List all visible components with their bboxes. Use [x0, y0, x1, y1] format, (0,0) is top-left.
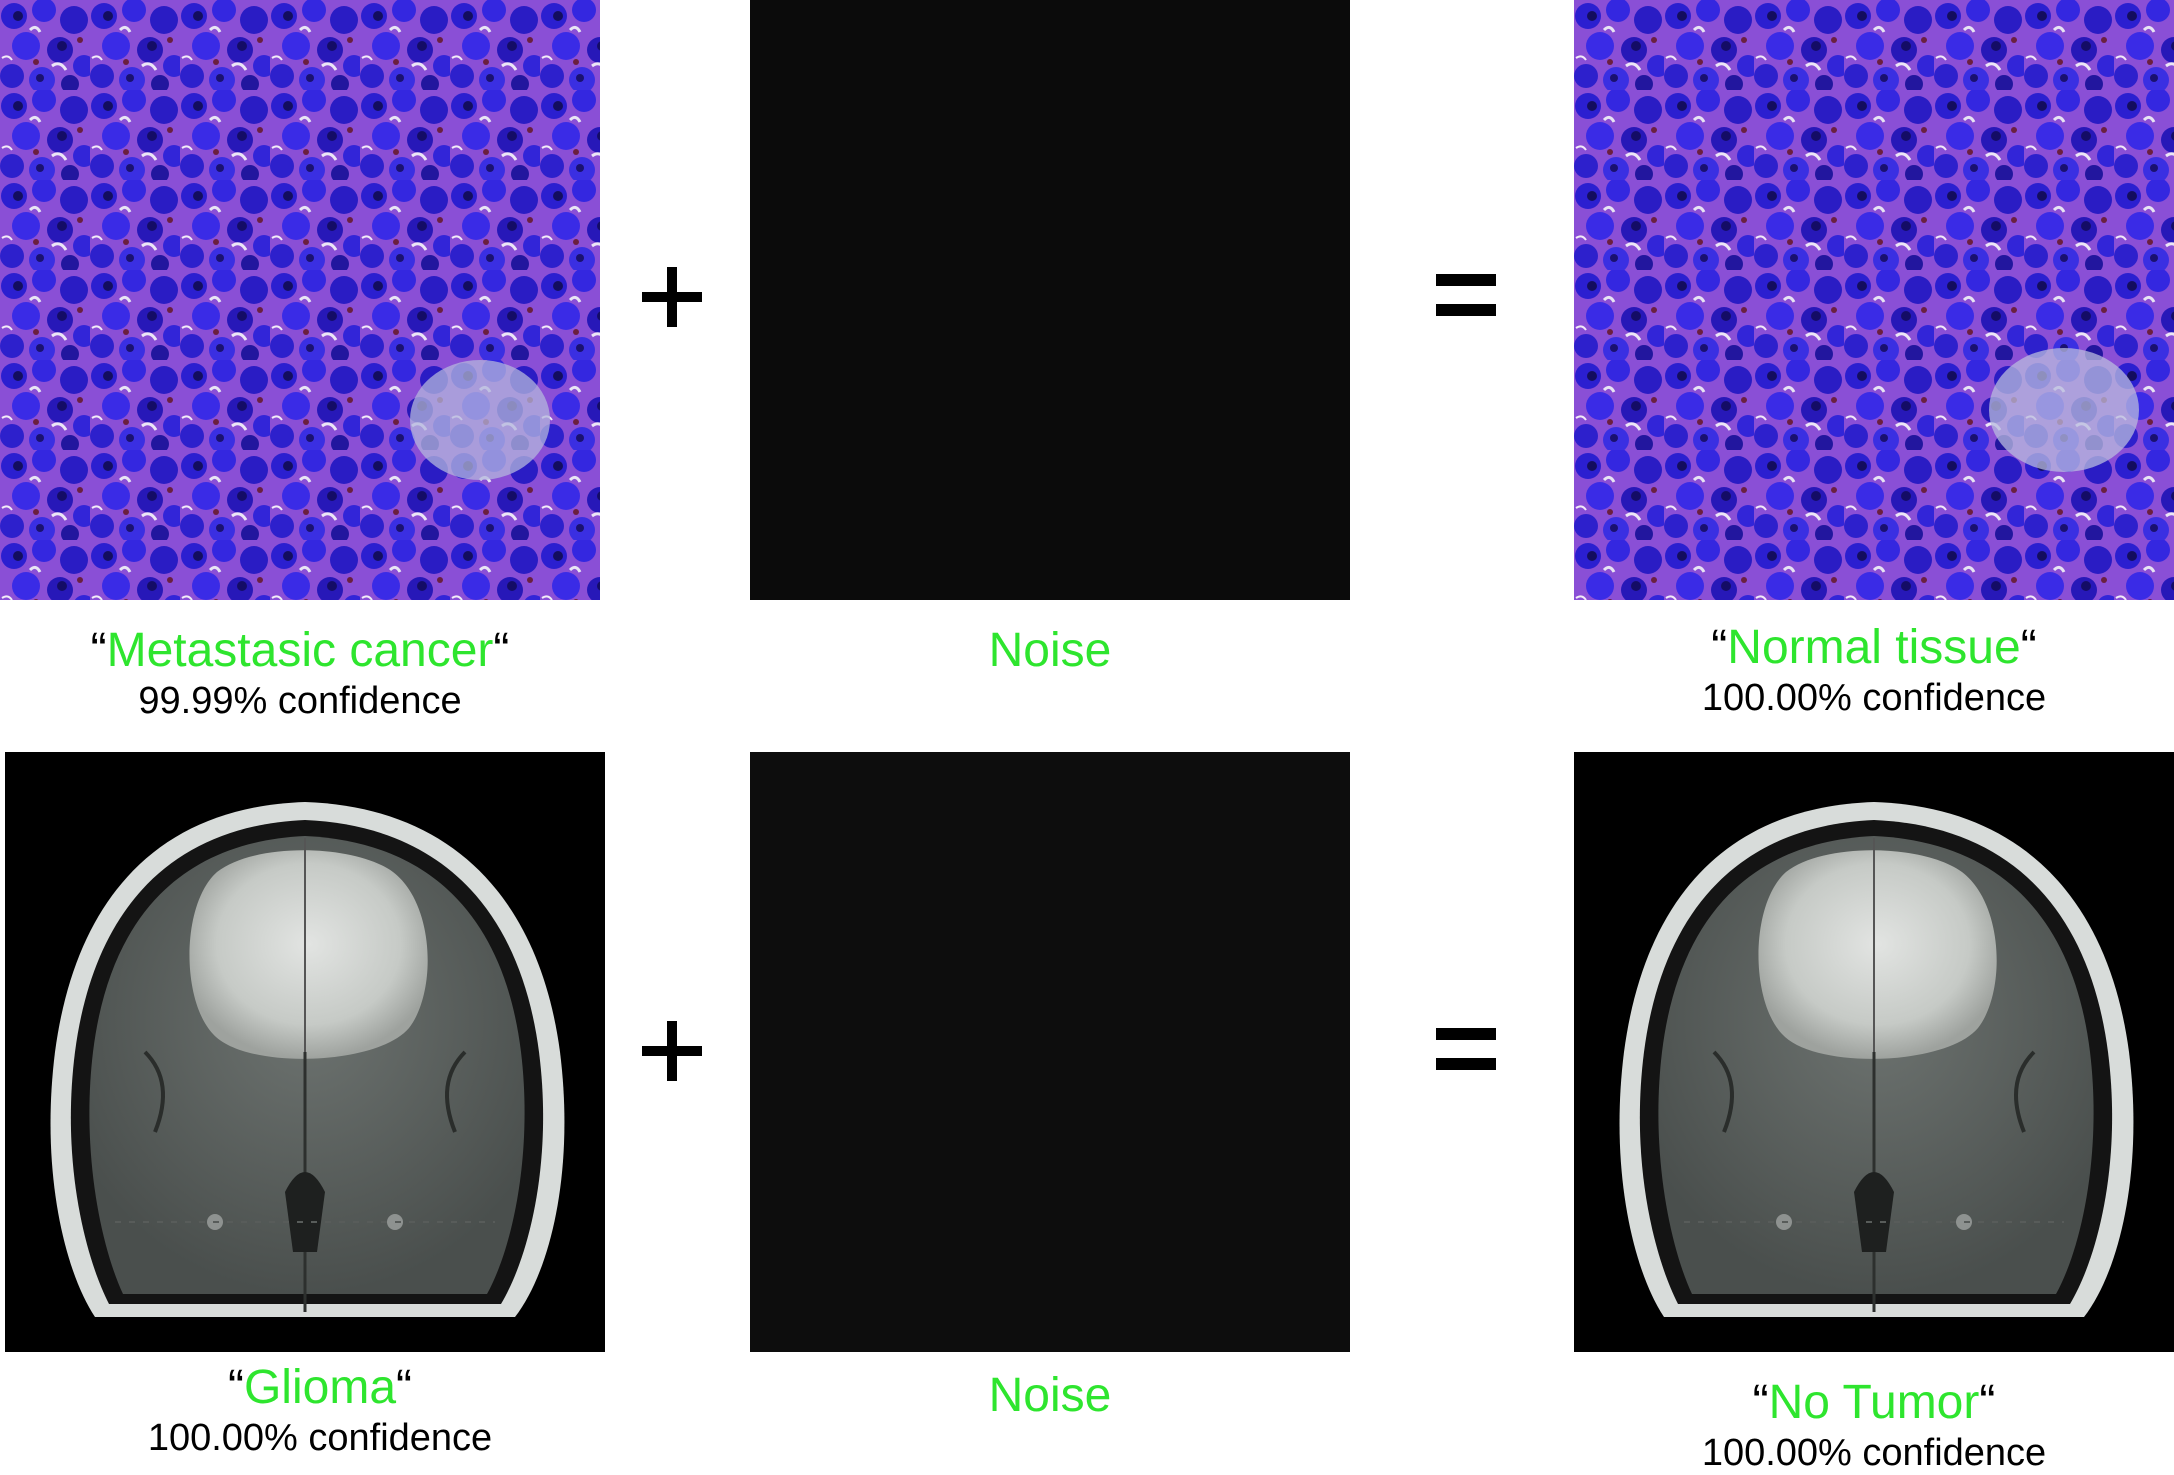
output-label: No Tumor — [1768, 1376, 1980, 1429]
input-label: Glioma — [243, 1361, 397, 1414]
mri-input-image — [5, 752, 605, 1352]
output-confidence: 100.00% confidence — [1701, 1432, 2047, 1474]
input-caption: “Metastasic cancer“ 99.99% confidence — [0, 623, 600, 723]
histology-input-image — [0, 0, 600, 600]
equals-icon — [1436, 274, 1516, 354]
noise-label: Noise — [988, 1369, 1112, 1422]
input-confidence: 100.00% confidence — [147, 1417, 493, 1459]
noise-label: Noise — [988, 624, 1112, 677]
plus-icon — [642, 1012, 722, 1092]
plus-icon — [642, 258, 722, 338]
noise-caption: Noise — [750, 1368, 1350, 1424]
input-caption: “Glioma“ 100.00% confidence — [20, 1360, 620, 1460]
noise-image — [750, 752, 1350, 1352]
input-label: Metastasic cancer — [106, 624, 494, 677]
equals-icon — [1436, 1028, 1516, 1108]
output-confidence: 100.00% confidence — [1701, 677, 2047, 719]
noise-caption: Noise — [750, 623, 1350, 679]
output-label: Normal tissue — [1727, 621, 2021, 674]
mri-output-image — [1574, 752, 2174, 1352]
noise-image — [750, 0, 1350, 600]
output-caption: “Normal tissue“ 100.00% confidence — [1574, 620, 2174, 720]
output-caption: “No Tumor“ 100.00% confidence — [1574, 1375, 2174, 1475]
histology-output-image — [1574, 0, 2174, 600]
input-confidence: 99.99% confidence — [138, 680, 462, 722]
